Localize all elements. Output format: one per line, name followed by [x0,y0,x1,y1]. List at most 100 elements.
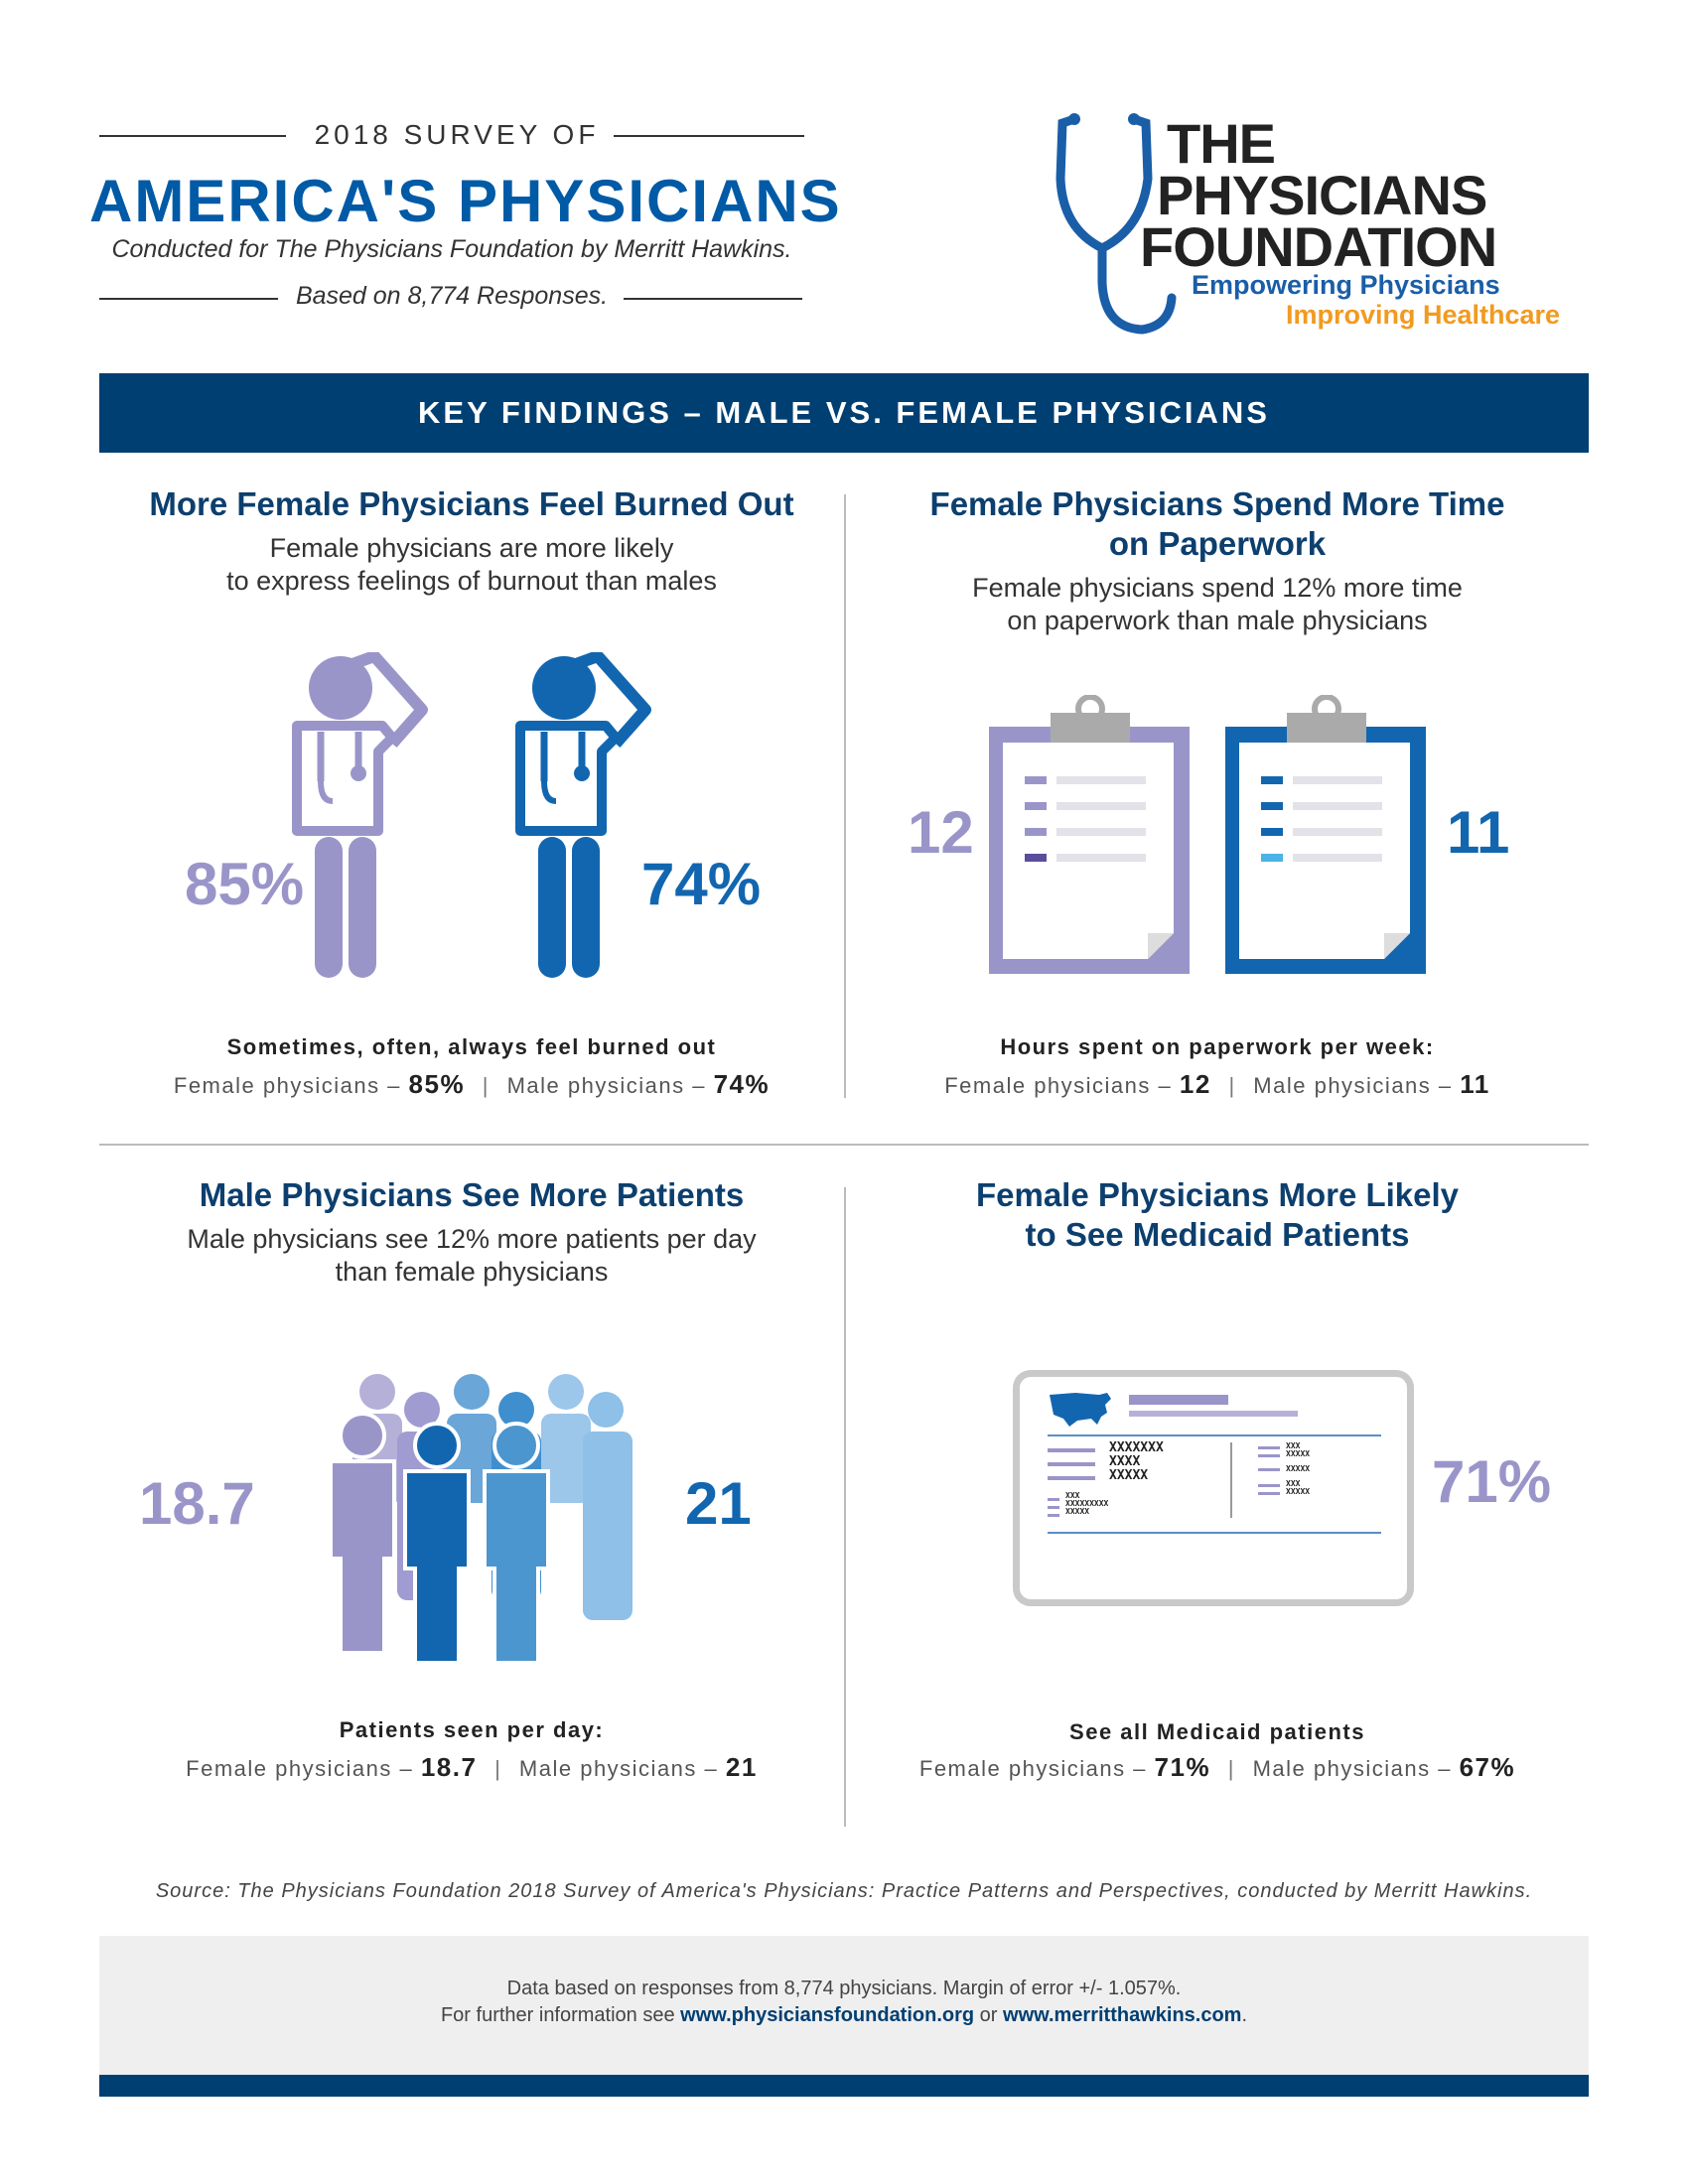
banner-title: KEY FINDINGS – MALE VS. FEMALE PHYSICIAN… [418,395,1270,430]
card-right-bar-5 [1258,1492,1280,1495]
patients-stat-line: Female physicians – 18.7 | Male physicia… [186,1752,758,1782]
burnout-caption: Sometimes, often, always feel burned out [226,1034,717,1059]
card-right-bar-1 [1258,1446,1280,1449]
stethoscope-icon [1055,113,1177,335]
female-clipboard-icon [989,695,1190,974]
female-doctor-icon [292,652,428,978]
footer-period: . [1241,2004,1248,2026]
usa-map-icon [1050,1393,1111,1427]
logo-tagline-2: Improving Healthcare [1286,300,1561,330]
card-line-1 [1048,1448,1095,1452]
footer-line-2: For further information see www.physicia… [99,2002,1589,2029]
male-label: Male physicians – [1252,1756,1452,1781]
burnout-title: More Female Physicians Feel Burned Out [149,485,794,522]
logo-the: THE [1167,112,1276,175]
footer-line-1: Data based on responses from 8,774 physi… [506,1978,1182,1999]
card-subtitle-bar [1129,1411,1298,1417]
male-value: 11 [1460,1069,1490,1099]
card-small-bar-3 [1048,1514,1059,1517]
horizontal-divider [99,1144,1589,1146]
card-rule-top [1048,1434,1381,1436]
vertical-divider-bottom [844,1187,846,1827]
female-value: 71% [1154,1752,1211,1782]
paperwork-desc-2: on paperwork than male physicians [1007,606,1428,635]
logo-physicians: PHYSICIANS [1157,164,1487,226]
logo-foundation: FOUNDATION [1140,215,1497,278]
card-right-4: XXX [1286,1479,1301,1488]
card-divider [1230,1442,1232,1518]
people-crowd-icon [329,1374,633,1665]
card-small-3: XXXXX [1065,1507,1090,1516]
card-name: XXXXXXX [1109,1440,1164,1455]
medicaid-caption: See all Medicaid patients [1069,1719,1365,1744]
card-line2-text: XXXX [1109,1454,1141,1469]
patients-desc-1: Male physicians see 12% more patients pe… [187,1224,757,1254]
medicaid-title-2: to See Medicaid Patients [1025,1216,1410,1253]
key-findings-banner: KEY FINDINGS – MALE VS. FEMALE PHYSICIAN… [99,373,1589,453]
medicaid-title-1: Female Physicians More Likely [975,1176,1460,1213]
paperwork-stat-line: Female physicians – 12 | Male physicians… [944,1069,1490,1099]
paperwork-female-big: 12 [908,799,974,866]
header-rule-right [614,135,804,137]
source-note: Source: The Physicians Foundation 2018 S… [155,1880,1533,1902]
male-value: 67% [1459,1752,1516,1782]
conducted-by: Conducted for The Physicians Foundation … [111,235,792,263]
header-rule-right-2 [624,298,802,300]
card-right-2: XXXXX [1286,1449,1311,1458]
survey-kicker: 2018 SURVEY OF [314,119,600,150]
male-value: 74% [713,1069,771,1099]
male-value: 21 [725,1752,758,1782]
card-rule-bottom [1048,1532,1381,1534]
card-right-5: XXXXX [1286,1487,1311,1496]
patients-desc-2: than female physicians [335,1257,609,1287]
paperwork-male-big: 11 [1447,799,1510,866]
paperwork-desc-1: Female physicians spend 12% more time [972,573,1463,603]
male-clipboard-icon [1225,695,1426,974]
female-label: Female physicians – [173,1073,401,1098]
card-small-2: XXXXXXXXX [1065,1499,1109,1508]
medicaid-card-icon: XXXXXXX XXXX XXXXX XXX XXXXXXXXX XXXXX X… [1013,1370,1414,1606]
medicaid-section: Female Physicians More Likely to See Med… [846,1171,1589,1807]
card-line-3 [1048,1476,1095,1480]
footer-box: Data based on responses from 8,774 physi… [99,1936,1589,2075]
female-label: Female physicians – [918,1756,1147,1781]
patients-female-big: 18.7 [139,1470,255,1537]
female-label: Female physicians – [944,1073,1173,1098]
paperwork-title-2: on Paperwork [1108,525,1327,562]
merritthawkins-link[interactable]: www.merritthawkins.com [1003,2004,1242,2026]
logo-tagline-1: Empowering Physicians [1192,270,1500,300]
card-right-1: XXX [1286,1441,1301,1450]
female-value: 85% [408,1069,466,1099]
card-right-bar-3 [1258,1468,1280,1471]
female-label: Female physicians – [186,1756,414,1781]
medicaid-big: 71% [1432,1448,1552,1515]
patients-title: Male Physicians See More Patients [199,1176,745,1213]
burnout-desc-1: Female physicians are more likely [269,533,674,563]
physicians-foundation-logo: THE PHYSICIANS FOUNDATION Empowering Phy… [1053,109,1589,347]
patients-caption: Patients seen per day: [339,1717,605,1742]
card-title-bar [1129,1395,1228,1405]
male-label: Male physicians – [506,1073,706,1098]
paperwork-section: Female Physicians Spend More Time on Pap… [846,478,1589,1114]
responses-count: Based on 8,774 Responses. [295,282,609,310]
card-right-bar-4 [1258,1484,1280,1487]
card-line3-text: XXXXX [1109,1468,1149,1483]
vertical-divider-top [844,494,846,1098]
card-small-bar-1 [1048,1498,1059,1501]
patients-section: Male Physicians See More Patients Male p… [99,1171,844,1807]
header-rule-left [99,135,286,137]
burnout-section: More Female Physicians Feel Burned Out F… [99,478,844,1114]
patients-male-big: 21 [685,1470,752,1537]
male-doctor-icon [515,652,651,978]
medicaid-stat-line: Female physicians – 71% | Male physician… [918,1752,1516,1782]
card-right-3: XXXXX [1286,1464,1311,1473]
burnout-stat-line: Female physicians – 85% | Male physician… [173,1069,771,1099]
card-small-1: XXX [1065,1491,1080,1500]
page-title: AMERICA'S PHYSICIANS [89,168,842,234]
bottom-bar [99,2075,1589,2097]
physiciansfoundation-link[interactable]: www.physiciansfoundation.org [680,2004,975,2026]
paperwork-title-1: Female Physicians Spend More Time [929,485,1505,522]
burnout-desc-2: to express feelings of burnout than male… [226,566,717,596]
footer-prefix: For further information see [440,2004,675,2026]
female-value: 12 [1179,1069,1211,1099]
